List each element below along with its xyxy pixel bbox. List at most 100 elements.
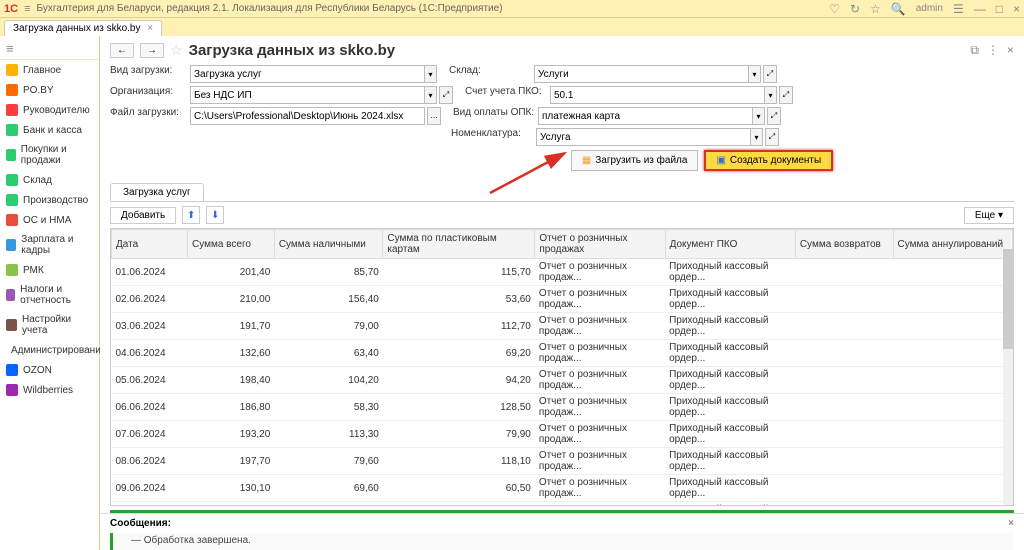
table-row[interactable]: 07.06.2024193,20113,3079,90Отчет о розни… [112, 421, 1013, 448]
file-field[interactable] [190, 107, 425, 125]
table-row[interactable]: 06.06.2024186,8058,30128,50Отчет о розни… [112, 394, 1013, 421]
sidebar-item[interactable]: Налоги и отчетность [0, 280, 99, 310]
sklad-open-icon[interactable]: ⤢ [763, 65, 777, 83]
table-row[interactable]: 05.06.2024198,40104,2094,20Отчет о розни… [112, 367, 1013, 394]
sub-tab-load[interactable]: Загрузка услуг [110, 183, 204, 201]
page-title: Загрузка данных из skko.by [189, 42, 965, 59]
sklad-field[interactable] [534, 65, 749, 83]
sidebar-icon [6, 149, 16, 161]
sidebar-icon [6, 319, 17, 331]
more-icon[interactable]: ⋮ [987, 43, 999, 58]
sidebar-icon [6, 194, 18, 206]
sidebar-item[interactable]: Wildberries [0, 380, 99, 400]
sidebar: ≡ Главное PO.BY Руководителю Банк и кассаПо… [0, 36, 100, 550]
sidebar-item[interactable]: Настройки учета [0, 310, 99, 340]
maximize-icon[interactable]: □ [996, 2, 1003, 16]
nomen-field[interactable] [536, 128, 751, 146]
sidebar-label: ОС и НМА [23, 215, 71, 226]
table-row[interactable]: 02.06.2024210,00156,4053,60Отчет о розни… [112, 286, 1013, 313]
message-body: — Обработка завершена. [110, 533, 1014, 550]
sidebar-item[interactable]: ОС и НМА [0, 210, 99, 230]
document-tab[interactable]: Загрузка данных из skko.by × [4, 20, 162, 36]
tab-close-icon[interactable]: × [147, 23, 153, 34]
pko-dropdown-icon[interactable]: ▾ [765, 86, 777, 104]
sidebar-icon [6, 264, 18, 276]
app-title: Бухгалтерия для Беларуси, редакция 2.1. … [36, 3, 829, 14]
org-dropdown-icon[interactable]: ▾ [425, 86, 437, 104]
sidebar-item[interactable]: Администрирование [0, 340, 99, 360]
column-header[interactable]: Сумма аннулирований [893, 230, 1012, 259]
sidebar-item[interactable]: Покупки и продажи [0, 140, 99, 170]
bell-icon[interactable]: ♡ [829, 2, 840, 16]
column-header[interactable]: Дата [112, 230, 188, 259]
messages-close-icon[interactable]: × [1008, 518, 1014, 529]
column-header[interactable]: Сумма наличными [274, 230, 383, 259]
vid-dropdown-icon[interactable]: ▾ [425, 65, 437, 83]
sidebar-item[interactable]: PO.BY [0, 80, 99, 100]
nomen-open-icon[interactable]: ⤢ [765, 128, 779, 146]
table-row[interactable]: 03.06.2024191,7079,00112,70Отчет о розни… [112, 313, 1013, 340]
sidebar-item[interactable]: Зарплата и кадры [0, 230, 99, 260]
column-header[interactable]: Сумма всего [187, 230, 274, 259]
column-header[interactable]: Отчет о розничных продажах [535, 230, 665, 259]
move-down-button[interactable]: ⬇ [206, 206, 224, 224]
sidebar-item[interactable]: Склад [0, 170, 99, 190]
search-top-icon[interactable]: 🔍 [891, 2, 906, 16]
table-row[interactable]: 08.06.2024197,7079,60118,10Отчет о розни… [112, 448, 1013, 475]
org-open-icon[interactable]: ⤢ [439, 86, 453, 104]
move-up-button[interactable]: ⬆ [182, 206, 200, 224]
column-header[interactable]: Сумма по пластиковым картам [383, 230, 535, 259]
star-icon[interactable]: ☆ [870, 2, 881, 16]
column-header[interactable]: Документ ПКО [665, 230, 795, 259]
sidebar-item[interactable]: Производство [0, 190, 99, 210]
close-page-icon[interactable]: × [1007, 43, 1014, 58]
table-row[interactable]: 04.06.2024132,6063,4069,20Отчет о рознич… [112, 340, 1013, 367]
sidebar-label: Wildberries [23, 385, 73, 396]
user-menu-icon[interactable]: ☰ [953, 2, 964, 16]
sidebar-item[interactable]: РМК [0, 260, 99, 280]
add-button[interactable]: Добавить [110, 207, 176, 224]
sidebar-label: OZON [23, 365, 52, 376]
opk-open-icon[interactable]: ⤢ [767, 107, 781, 125]
sidebar-icon [6, 174, 18, 186]
more-button[interactable]: Еще ▾ [964, 207, 1014, 224]
nomen-dropdown-icon[interactable]: ▾ [751, 128, 763, 146]
doc-icon: ▣ [716, 155, 725, 166]
file-icon: ▦ [582, 155, 591, 166]
scrollbar[interactable] [1003, 249, 1013, 506]
file-browse-icon[interactable]: … [427, 107, 441, 125]
favorite-icon[interactable]: ☆ [170, 42, 183, 59]
table-row[interactable]: 09.06.2024130,1069,6060,50Отчет о рознич… [112, 475, 1013, 502]
opk-dropdown-icon[interactable]: ▾ [753, 107, 765, 125]
nav-back-button[interactable]: ← [110, 43, 134, 58]
vid-field[interactable] [190, 65, 425, 83]
sidebar-label: РМК [23, 265, 44, 276]
nav-forward-button[interactable]: → [140, 43, 164, 58]
data-table: ДатаСумма всегоСумма наличнымиСумма по п… [110, 228, 1014, 506]
sidebar-item[interactable]: Руководителю [0, 100, 99, 120]
sidebar-item[interactable]: Банк и касса [0, 120, 99, 140]
load-file-button[interactable]: ▦Загрузить из файла [571, 150, 699, 171]
table-row[interactable]: 10.06.2024166,7090,1076,60Отчет о рознич… [112, 502, 1013, 507]
hamburger-icon[interactable]: ≡ [24, 3, 30, 15]
close-window-icon[interactable]: × [1013, 2, 1020, 16]
sklad-dropdown-icon[interactable]: ▾ [749, 65, 761, 83]
pko-open-icon[interactable]: ⤢ [779, 86, 793, 104]
sidebar-item[interactable]: Главное [0, 60, 99, 80]
column-header[interactable]: Сумма возвратов [795, 230, 893, 259]
create-documents-button[interactable]: ▣Создать документы [704, 150, 833, 171]
sidebar-label: Руководителю [23, 105, 90, 116]
sidebar-menu-icon[interactable]: ≡ [0, 38, 99, 60]
sidebar-item[interactable]: OZON [0, 360, 99, 380]
minimize-icon[interactable]: — [974, 2, 986, 16]
nomen-label: Номенклатура: [451, 128, 536, 146]
org-label: Организация: [110, 86, 190, 104]
sidebar-label: Главное [23, 65, 61, 76]
table-row[interactable]: 01.06.2024201,4085,70115,70Отчет о розни… [112, 259, 1013, 286]
pko-field[interactable] [550, 86, 765, 104]
opk-field[interactable] [538, 107, 753, 125]
org-field[interactable] [190, 86, 425, 104]
history-icon[interactable]: ↻ [850, 2, 860, 16]
sidebar-icon [6, 364, 18, 376]
link-icon[interactable]: ⧉ [970, 43, 979, 58]
